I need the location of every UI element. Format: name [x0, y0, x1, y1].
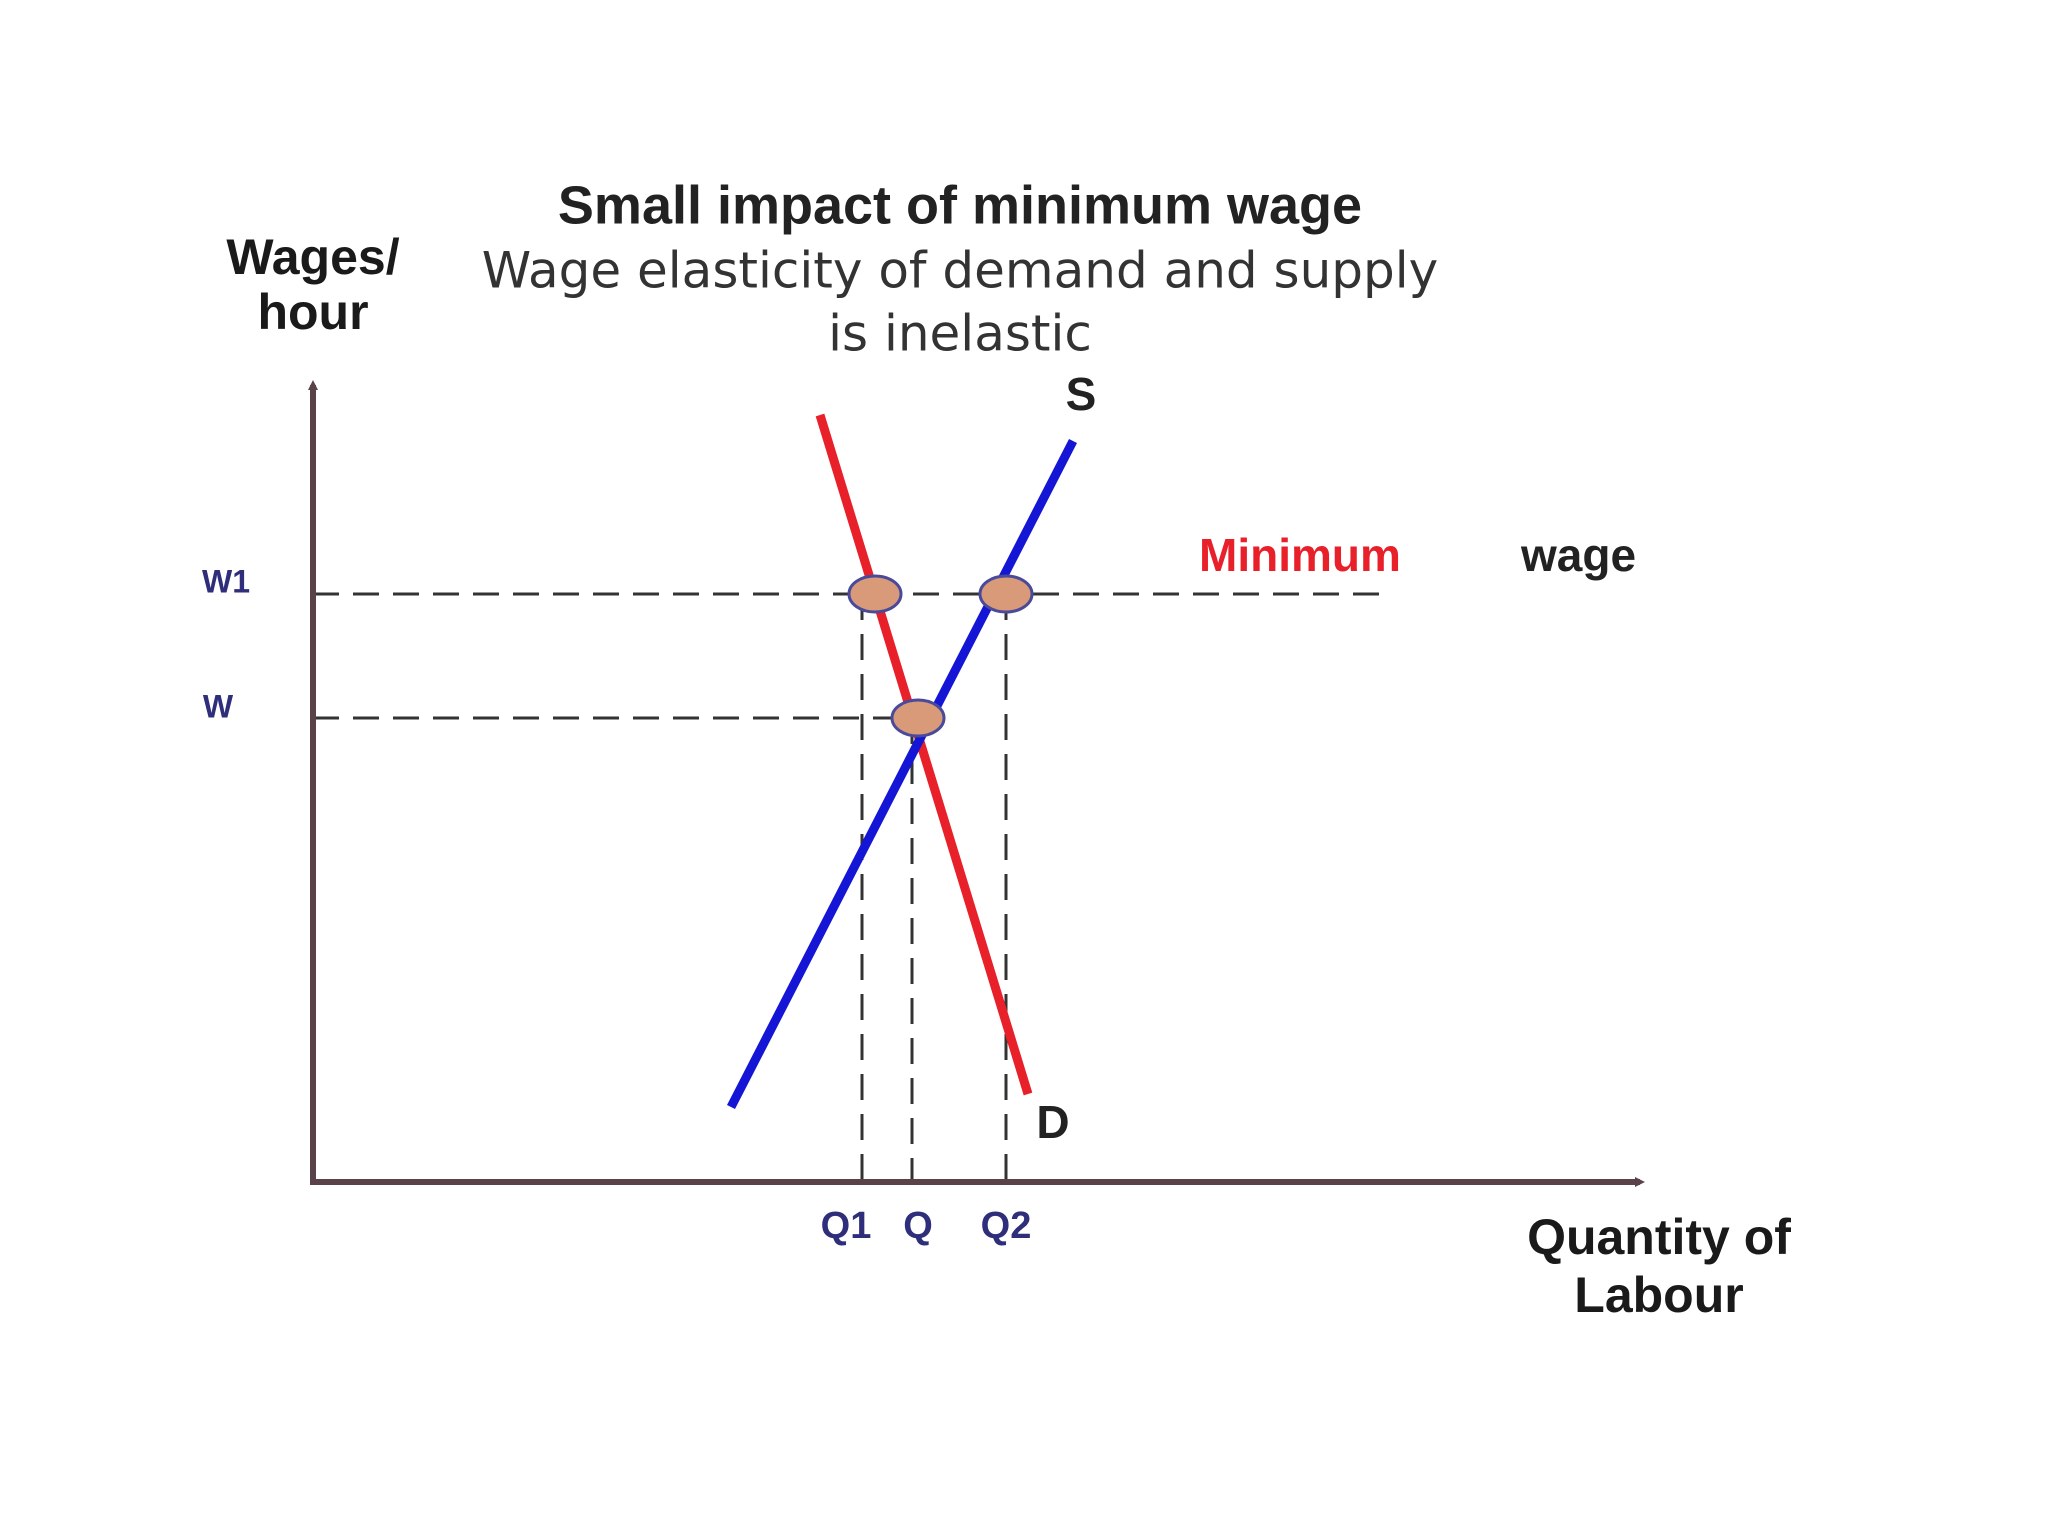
point — [847, 574, 903, 614]
point — [890, 698, 946, 738]
x-label: Q1 — [821, 1205, 872, 1247]
supply-curve — [726, 438, 1078, 1110]
y-axis-label: hour — [257, 284, 368, 340]
title: Small impact of minimum wage — [558, 175, 1362, 235]
min-wage-label: wage — [1520, 529, 1636, 581]
y-label: W — [203, 688, 234, 724]
x-label: Q — [903, 1205, 933, 1247]
x-axis-label: Labour — [1574, 1267, 1743, 1323]
demand-label: D — [1036, 1096, 1069, 1148]
x-label: Q2 — [981, 1205, 1032, 1247]
y-axis-label: Wages/ — [226, 229, 399, 285]
x-axis-label: Quantity of — [1527, 1209, 1791, 1265]
min-wage-label: Minimum — [1199, 529, 1401, 581]
subtitle-line: is inelastic — [828, 305, 1092, 363]
subtitle-line: Wage elasticity of demand and supply — [482, 242, 1439, 300]
point — [978, 574, 1034, 614]
supply-label: S — [1066, 368, 1097, 420]
y-label: W1 — [202, 563, 250, 599]
demand-curve — [815, 413, 1033, 1096]
